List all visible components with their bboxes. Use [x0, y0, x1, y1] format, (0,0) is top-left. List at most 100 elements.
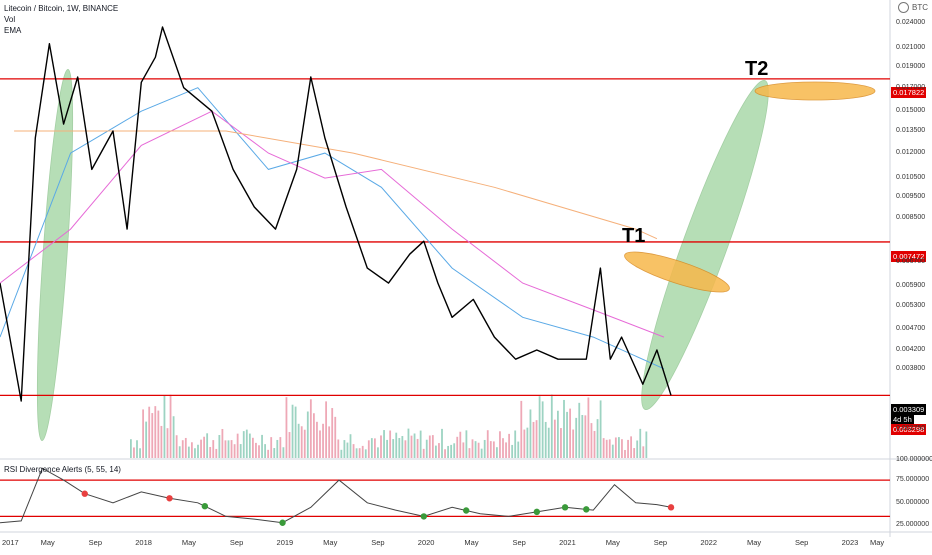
volume-bar — [316, 421, 318, 458]
volume-bar — [148, 406, 151, 458]
time-tick-label: 2020 — [417, 538, 435, 547]
time-tick-label: Sep — [512, 538, 526, 547]
rsi-tick-label: 50.000000 — [896, 498, 930, 506]
price-tick-label: 0.008500 — [896, 213, 926, 221]
volume-bar — [474, 441, 477, 458]
volume-bar — [636, 440, 639, 458]
volume-bar — [492, 441, 495, 458]
volume-bar — [587, 397, 590, 458]
volume-bar — [322, 423, 324, 458]
badge-countdown: 4d 5h — [891, 414, 914, 425]
rsi-line — [0, 467, 672, 524]
volume-bar — [566, 411, 568, 458]
volume-bar — [261, 434, 263, 458]
volume-bar — [496, 447, 498, 458]
volume-bar — [178, 446, 181, 458]
time-tick-label: Sep — [229, 538, 244, 547]
volume-bar — [194, 448, 196, 458]
volume-bar — [328, 426, 331, 458]
time-tick-label: 2017 — [2, 538, 19, 547]
volume-bar — [191, 442, 193, 458]
volume-bar — [279, 437, 282, 458]
green-arrow-right — [641, 79, 769, 411]
volume-bar — [145, 421, 148, 458]
volume-bar — [590, 423, 593, 458]
volume-bar — [294, 406, 297, 458]
rsi-signal-dot — [583, 506, 590, 513]
volume-bar — [245, 429, 248, 458]
rsi-title: RSI Divergence Alerts (5, 55, 14) — [4, 465, 121, 474]
volume-bar — [367, 440, 370, 458]
volume-bar — [331, 408, 334, 458]
volume-bar — [422, 448, 425, 458]
volume-bar — [477, 442, 480, 458]
volume-bar — [355, 448, 358, 458]
rsi-signal-dot — [533, 508, 541, 516]
volume-bar — [581, 415, 584, 458]
volume-bar — [642, 446, 645, 458]
ema-line-ema_slow — [14, 130, 658, 240]
volume-bar — [404, 440, 407, 458]
rsi-signal-dot — [201, 503, 209, 510]
price-tick-label: 0.012000 — [896, 149, 926, 157]
volume-bar — [291, 404, 294, 458]
volume-bar — [169, 394, 172, 458]
volume-bar — [584, 415, 587, 458]
price-tick-label: 0.004700 — [896, 324, 926, 332]
volume-bar — [221, 428, 224, 458]
volume-bar — [364, 449, 367, 458]
badge-t1-level: 0.007472 — [891, 251, 927, 262]
volume-bar — [270, 437, 273, 458]
volume-bar — [611, 444, 614, 458]
volume-bar — [239, 444, 242, 458]
price-tick-label: 0.013500 — [896, 126, 926, 134]
volume-bar — [130, 439, 132, 458]
rsi-signal-dot — [166, 495, 173, 502]
volume-bar — [624, 449, 626, 458]
volume-bar — [386, 439, 388, 458]
volume-bar — [181, 440, 184, 458]
rsi-signal-dot — [279, 519, 286, 526]
volume-bar — [416, 438, 419, 458]
volume-bar — [483, 439, 486, 458]
volume-bar — [572, 429, 575, 458]
time-tick-label: May — [323, 538, 338, 547]
volume-bar — [273, 448, 276, 458]
volume-bar — [340, 449, 343, 458]
ema-legend: EMA — [4, 26, 22, 35]
volume-bar — [453, 443, 456, 458]
volume-bar — [215, 448, 218, 458]
volume-bar — [550, 394, 553, 458]
volume-bar — [377, 447, 379, 458]
volume-bar — [361, 445, 364, 458]
volume-bar — [197, 444, 199, 458]
volume-bar — [428, 435, 431, 458]
volume-bar — [142, 409, 144, 458]
price-tick-label: 0.021000 — [896, 44, 926, 52]
volume-bar — [471, 439, 474, 458]
time-tick-label: May — [464, 538, 479, 547]
annotation-t1: T1 — [622, 225, 646, 247]
volume-bar — [346, 442, 349, 458]
price-tick-label: 0.015000 — [896, 107, 926, 115]
volume-bar — [511, 444, 514, 458]
chart-legend: Litecoin / Bitcoin, 1W, BINANCE Vol EMA — [4, 3, 118, 36]
volume-bar — [398, 438, 401, 458]
time-tick-label: 2022 — [700, 538, 718, 547]
volume-bar — [255, 442, 257, 458]
volume-bar — [154, 406, 157, 458]
volume-bar — [489, 441, 492, 458]
price-tick-label: 0.006700 — [896, 258, 926, 266]
volume-bar — [200, 439, 202, 458]
volume-bar — [242, 431, 245, 458]
volume-bar — [163, 395, 166, 458]
volume-bar — [309, 399, 312, 458]
currency-selector[interactable]: BTC — [898, 2, 928, 13]
volume-bar — [392, 439, 395, 458]
volume-bar — [139, 448, 141, 458]
volume-bar — [602, 438, 605, 458]
volume-bar — [206, 433, 209, 458]
volume-bar — [303, 429, 306, 458]
